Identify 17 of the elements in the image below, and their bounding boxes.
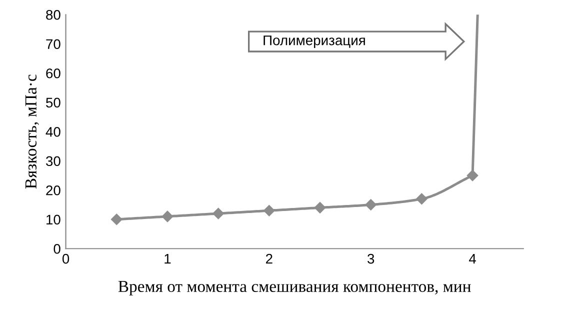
y-tick-label: 60: [46, 68, 60, 78]
x-tick-label: 1: [164, 254, 171, 264]
y-tick-label: 30: [46, 156, 60, 166]
x-axis-title: Время от момента смешивания компонентов, мин: [118, 280, 471, 296]
x-tick-label: 2: [266, 254, 272, 264]
y-tick-label: 70: [46, 39, 60, 50]
y-tick-label: 0: [54, 244, 60, 254]
y-tick-label: 80: [46, 10, 60, 20]
x-tick-label: 3: [368, 254, 374, 264]
y-axis-title: Вязкость, мПа·с: [25, 74, 39, 189]
y-tick-label: 40: [46, 126, 60, 137]
x-tick-label: 0: [62, 254, 70, 264]
y-tick-label: 10: [46, 214, 60, 225]
x-tick-label: 4: [468, 254, 476, 264]
y-tick-label: 50: [46, 98, 60, 108]
annotation: Полимеризация: [264, 36, 365, 48]
y-tick-label: 20: [46, 185, 60, 196]
